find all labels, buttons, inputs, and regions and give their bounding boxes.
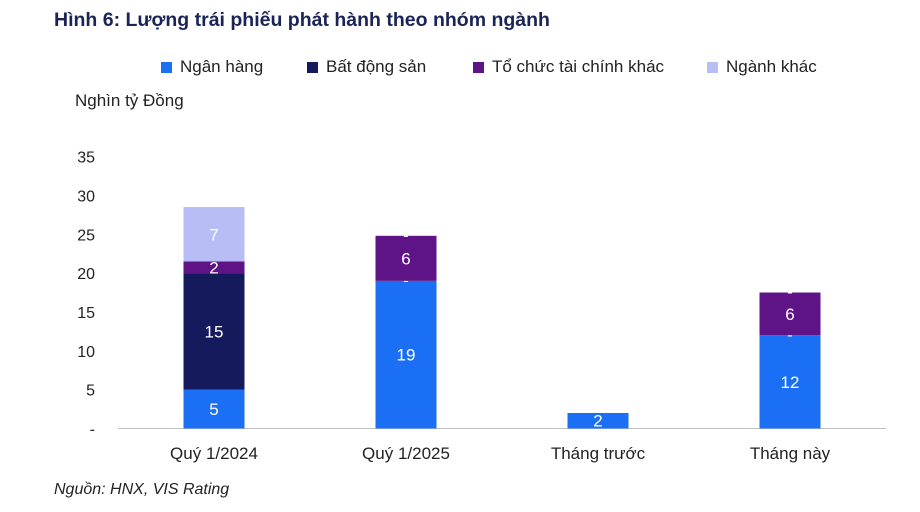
x-category-label: Tháng trước bbox=[551, 444, 646, 463]
y-tick-label: 5 bbox=[86, 383, 95, 400]
legend-swatch bbox=[707, 61, 718, 73]
x-category-label: Quý 1/2025 bbox=[362, 444, 450, 463]
data-label: 19 bbox=[397, 346, 416, 365]
bar-segment bbox=[567, 412, 629, 429]
y-tick-label: 20 bbox=[77, 266, 95, 283]
y-tick-label: - bbox=[90, 422, 95, 439]
bar-segment bbox=[183, 389, 245, 429]
data-label: 2 bbox=[593, 412, 602, 431]
legend-item-ngan-hang: Ngân hàng bbox=[161, 57, 263, 77]
legend-label: Bất động sản bbox=[326, 57, 427, 76]
bar-segment bbox=[375, 235, 437, 281]
legend-item-nganh-khac: Ngành khác bbox=[707, 57, 817, 77]
data-label: 7 bbox=[209, 225, 218, 244]
bar-segment bbox=[183, 207, 245, 262]
data-label: 6 bbox=[785, 305, 794, 324]
legend-item-bat-dong-san: Bất động sản bbox=[307, 57, 426, 77]
x-category-label: Tháng này bbox=[750, 444, 831, 463]
chart-title: Hình 6: Lượng trái phiếu phát hành theo … bbox=[54, 9, 550, 31]
bar-segment bbox=[183, 261, 245, 274]
legend-label: Ngân hàng bbox=[180, 57, 264, 76]
legend-swatch bbox=[473, 61, 484, 73]
y-tick-label: 30 bbox=[77, 188, 95, 205]
y-tick-label: 35 bbox=[77, 150, 95, 167]
legend-swatch bbox=[307, 61, 318, 73]
legend-item-to-chuc-tai-chinh-khac: Tổ chức tài chính khác bbox=[473, 57, 664, 77]
y-tick-label: 15 bbox=[77, 305, 95, 322]
data-label: 2 bbox=[209, 258, 218, 277]
legend-label: Ngành khác bbox=[726, 57, 817, 76]
legend: Ngân hàng Bất động sản Tổ chức tài chính… bbox=[0, 57, 920, 81]
data-label: 12 bbox=[781, 373, 800, 392]
y-tick-label: 10 bbox=[77, 344, 95, 361]
data-label: - bbox=[787, 283, 793, 302]
bar-segment bbox=[759, 335, 821, 429]
data-label: - bbox=[403, 226, 409, 245]
data-label: 6 bbox=[401, 249, 410, 268]
source-note: Nguồn: HNX, VIS Rating bbox=[54, 481, 230, 498]
y-tick-label: 25 bbox=[77, 227, 95, 244]
x-category-label: Quý 1/2024 bbox=[170, 444, 258, 463]
bar-segment bbox=[759, 292, 821, 336]
data-label: 5 bbox=[209, 400, 218, 419]
bar-segment bbox=[183, 273, 245, 390]
legend-label: Tổ chức tài chính khác bbox=[492, 57, 665, 76]
data-label: 15 bbox=[205, 322, 224, 341]
y-axis-unit-label: Nghìn tỷ Đồng bbox=[75, 91, 184, 110]
bar-segment bbox=[375, 280, 437, 429]
legend-swatch bbox=[161, 61, 172, 73]
